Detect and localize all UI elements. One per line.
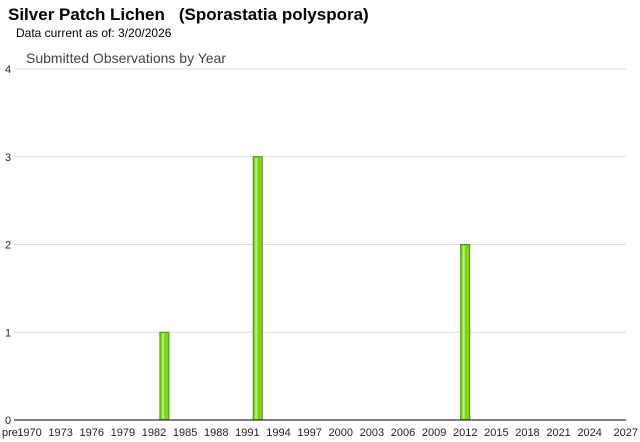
bar-highlight: [255, 157, 258, 419]
chart-title: Submitted Observations by Year: [26, 50, 226, 66]
y-tick-label: 4: [5, 64, 11, 76]
bar-1992: [252, 156, 263, 421]
x-tick-label: 1970: [17, 427, 41, 439]
x-tick-label: 1973: [48, 427, 72, 439]
x-tick-label: 2018: [515, 427, 539, 439]
x-tick-label: 2003: [360, 427, 384, 439]
bar-series: [159, 156, 471, 421]
common-name: Silver Patch Lichen: [8, 5, 165, 24]
x-tick-label: 1985: [173, 427, 197, 439]
x-tick-label: 2000: [329, 427, 353, 439]
chart-header: Silver Patch Lichen (Sporastatia polyspor…: [8, 5, 369, 25]
x-tick-label: pre: [2, 427, 18, 439]
species-title: Silver Patch Lichen (Sporastatia polyspor…: [8, 5, 369, 25]
scientific-name: (Sporastatia polyspora): [178, 5, 369, 24]
x-tick-label: 2012: [453, 427, 477, 439]
x-axis: pre 1970 1973 1976 1979 1982 1985 1988 1991 1994 1…: [2, 419, 638, 439]
y-tick-label: 1: [5, 327, 11, 339]
x-tick-label: 1994: [266, 427, 290, 439]
x-tick-label: 1982: [142, 427, 166, 439]
bar-2012: [460, 244, 471, 421]
x-tick-label: 2015: [484, 427, 508, 439]
x-tick-label: 2006: [391, 427, 415, 439]
x-tick-label: 1988: [204, 427, 228, 439]
x-tick-label: 2024: [577, 427, 601, 439]
bar-highlight: [462, 245, 465, 419]
y-tick-label: 3: [5, 152, 11, 164]
x-tick-label: 1976: [80, 427, 104, 439]
data-current-date: Data current as of: 3/20/2026: [16, 26, 172, 40]
y-tick-label: 0: [5, 415, 11, 427]
x-tick-label: 1997: [297, 427, 321, 439]
x-tick-label: 2027: [614, 427, 638, 439]
x-tick-label: 2021: [546, 427, 570, 439]
y-axis: 0 1 2 3 4: [5, 64, 11, 427]
y-tick-label: 2: [5, 240, 11, 252]
bar-highlight: [161, 333, 164, 419]
x-tick-label: 2009: [422, 427, 446, 439]
x-tick-label: 1979: [111, 427, 135, 439]
bar-1983: [159, 331, 170, 421]
x-tick-label: 1991: [235, 427, 259, 439]
chart-grid: [14, 68, 626, 333]
